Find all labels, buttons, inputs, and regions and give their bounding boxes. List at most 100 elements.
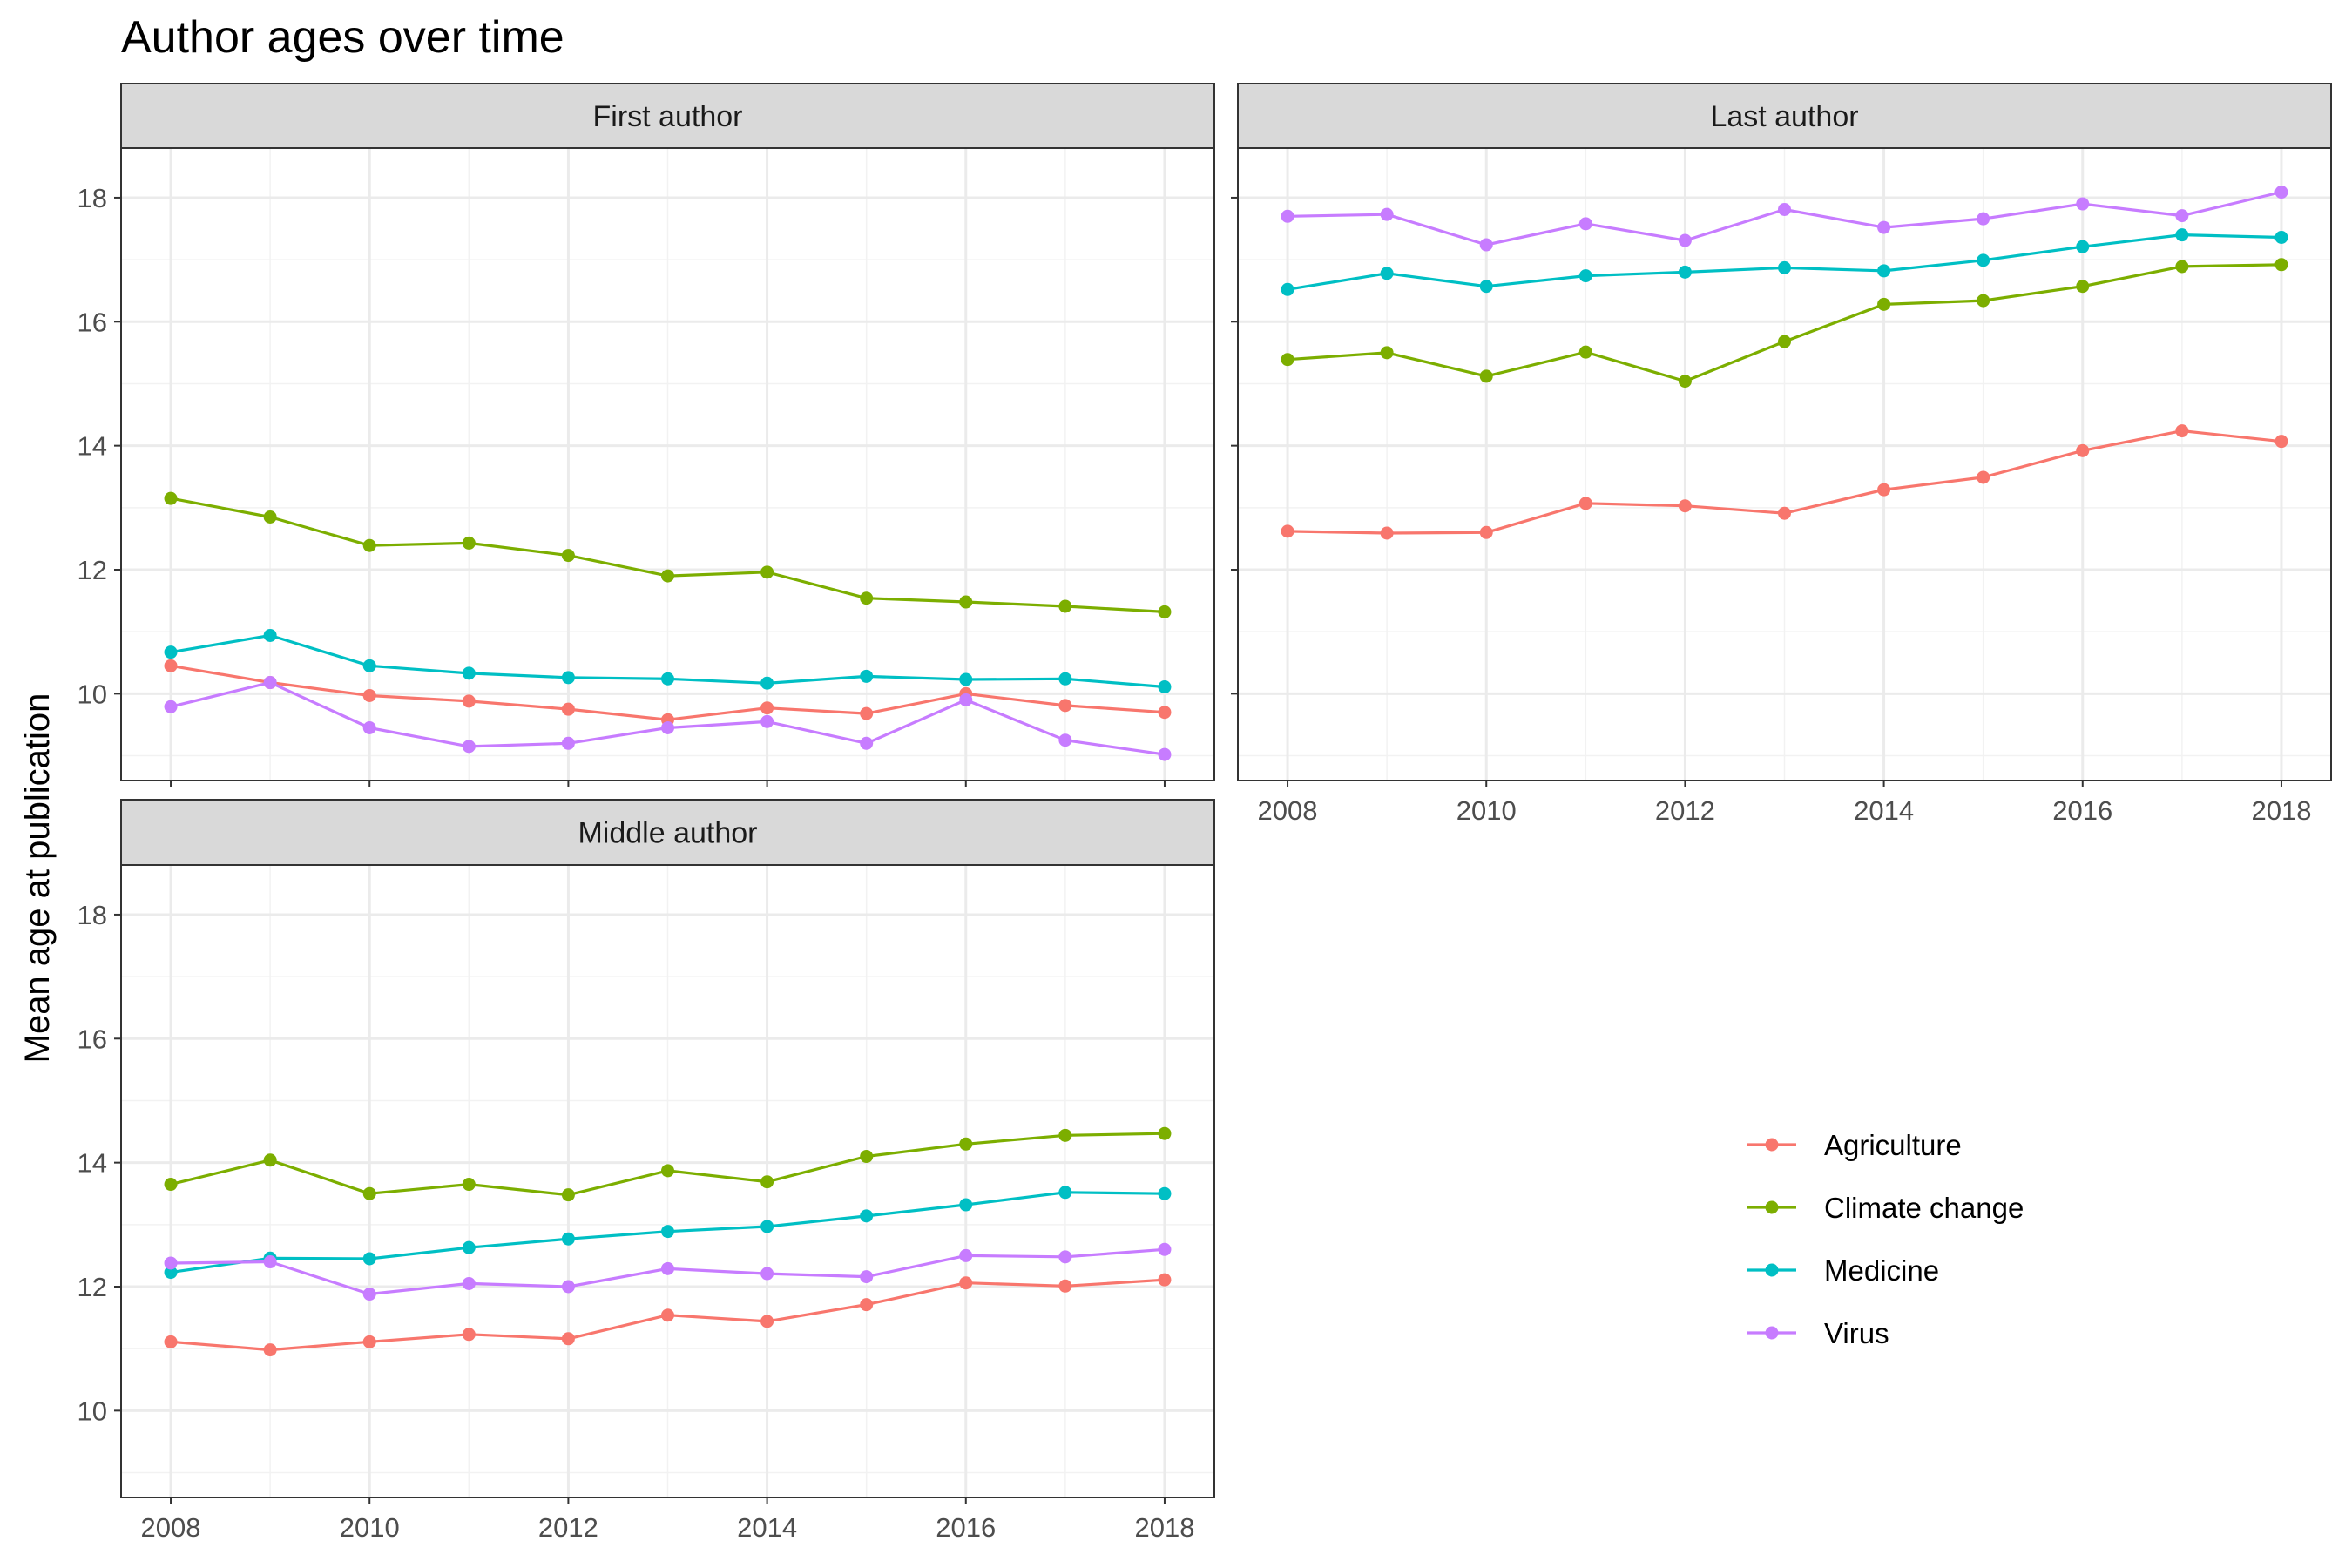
data-point-medicine [2274,230,2288,244]
data-point-medicine [1158,680,1172,694]
data-point-climate-change [263,510,277,524]
data-point-agriculture [1158,706,1172,720]
data-point-virus [561,1280,575,1294]
data-point-agriculture [362,1335,376,1348]
legend-item-medicine: Medicine [1747,1254,1939,1287]
panel-first-author: First author 10 12 14 16 18 [78,83,1215,787]
data-point-virus [1158,1242,1172,1256]
y-tick-label: 12 [78,1272,107,1302]
data-point-virus [362,721,376,734]
panel-middle-author: Middle author 10 12 14 16 18 2008 2010 2012 2014 2… [78,799,1215,1543]
data-point-medicine [959,672,973,686]
data-point-medicine [462,1240,476,1254]
data-point-climate-change [561,1188,575,1202]
data-point-climate-change [661,569,674,583]
legend-item-agriculture: Agriculture [1747,1129,1962,1161]
data-point-medicine [362,1252,376,1266]
x-tick-label: 2008 [1258,795,1318,826]
data-point-agriculture [164,659,178,672]
x-tick-label: 2008 [141,1512,201,1543]
facet-strip [120,83,1215,149]
y-tick-label: 12 [78,555,107,585]
data-point-agriculture [1281,524,1294,538]
data-point-climate-change [1158,605,1172,618]
data-point-medicine [760,676,774,690]
data-point-climate-change [263,1153,277,1167]
data-point-medicine [2076,240,2090,253]
data-point-medicine [661,672,674,686]
legend-label: Climate change [1824,1192,2024,1224]
data-point-virus [164,700,178,713]
legend-label: Agriculture [1824,1129,1962,1161]
data-point-agriculture [263,1343,277,1357]
data-point-agriculture [1877,483,1891,497]
data-point-medicine [1158,1186,1172,1200]
data-point-climate-change [1578,345,1592,359]
data-point-medicine [1479,280,1493,294]
data-point-medicine [1058,1186,1072,1200]
data-point-agriculture [2076,443,2090,457]
data-point-agriculture [760,701,774,715]
facet-strip [1237,83,2332,149]
y-tick-label: 14 [78,431,107,462]
data-point-virus [362,1288,376,1301]
data-point-climate-change [1977,294,1990,308]
legend-key-point [1765,1138,1779,1152]
data-point-medicine [263,628,277,642]
data-point-virus [959,693,973,706]
legend-label: Virus [1824,1317,1889,1349]
y-tick-label: 18 [78,183,107,213]
x-tick-label: 2014 [1854,795,1914,826]
legend-item-virus: Virus [1747,1317,1889,1349]
data-point-climate-change [362,1186,376,1200]
data-point-agriculture [561,702,575,716]
data-point-agriculture [462,1328,476,1342]
data-point-medicine [959,1198,973,1212]
x-tick-label: 2016 [936,1512,996,1543]
data-point-agriculture [1058,1279,1072,1293]
data-point-virus [1281,209,1294,223]
x-tick-label: 2012 [1655,795,1715,826]
data-point-medicine [1877,264,1891,278]
x-tick-label: 2016 [2052,795,2112,826]
legend-item-climate-change: Climate change [1747,1192,2024,1224]
data-point-medicine [164,645,178,659]
data-point-climate-change [561,549,575,563]
data-point-medicine [462,666,476,680]
data-point-virus [1158,747,1172,761]
data-point-virus [1578,217,1592,231]
data-point-agriculture [2175,424,2189,438]
data-point-medicine [1281,282,1294,296]
data-point-medicine [164,1266,178,1280]
data-point-medicine [1578,269,1592,283]
data-point-virus [1058,733,1072,747]
x-tick-label: 2012 [538,1512,598,1543]
data-point-agriculture [760,1315,774,1328]
data-point-virus [2274,186,2288,199]
data-point-virus [760,1267,774,1281]
data-point-climate-change [2175,260,2189,274]
data-point-climate-change [1281,353,1294,367]
facet-label: Last author [1710,100,1858,133]
data-point-climate-change [362,538,376,552]
data-point-climate-change [1778,335,1791,348]
data-point-agriculture [1977,470,1990,484]
data-point-medicine [760,1220,774,1233]
y-tick-label: 10 [78,679,107,709]
data-point-agriculture [860,1298,874,1312]
data-point-agriculture [1479,525,1493,539]
data-point-medicine [661,1225,674,1239]
data-point-agriculture [1578,497,1592,510]
data-point-virus [462,1276,476,1290]
legend: Agriculture Climate change Medicine Virus [1747,1129,2024,1349]
data-point-virus [1877,220,1891,234]
data-point-medicine [1678,265,1692,279]
y-axis-title: Mean age at publication [18,693,57,1064]
data-point-virus [959,1248,973,1262]
data-point-virus [1058,1250,1072,1264]
data-point-climate-change [1678,375,1692,389]
data-point-agriculture [462,694,476,708]
data-point-medicine [362,659,376,672]
data-point-virus [1380,207,1394,221]
data-point-agriculture [1678,499,1692,513]
